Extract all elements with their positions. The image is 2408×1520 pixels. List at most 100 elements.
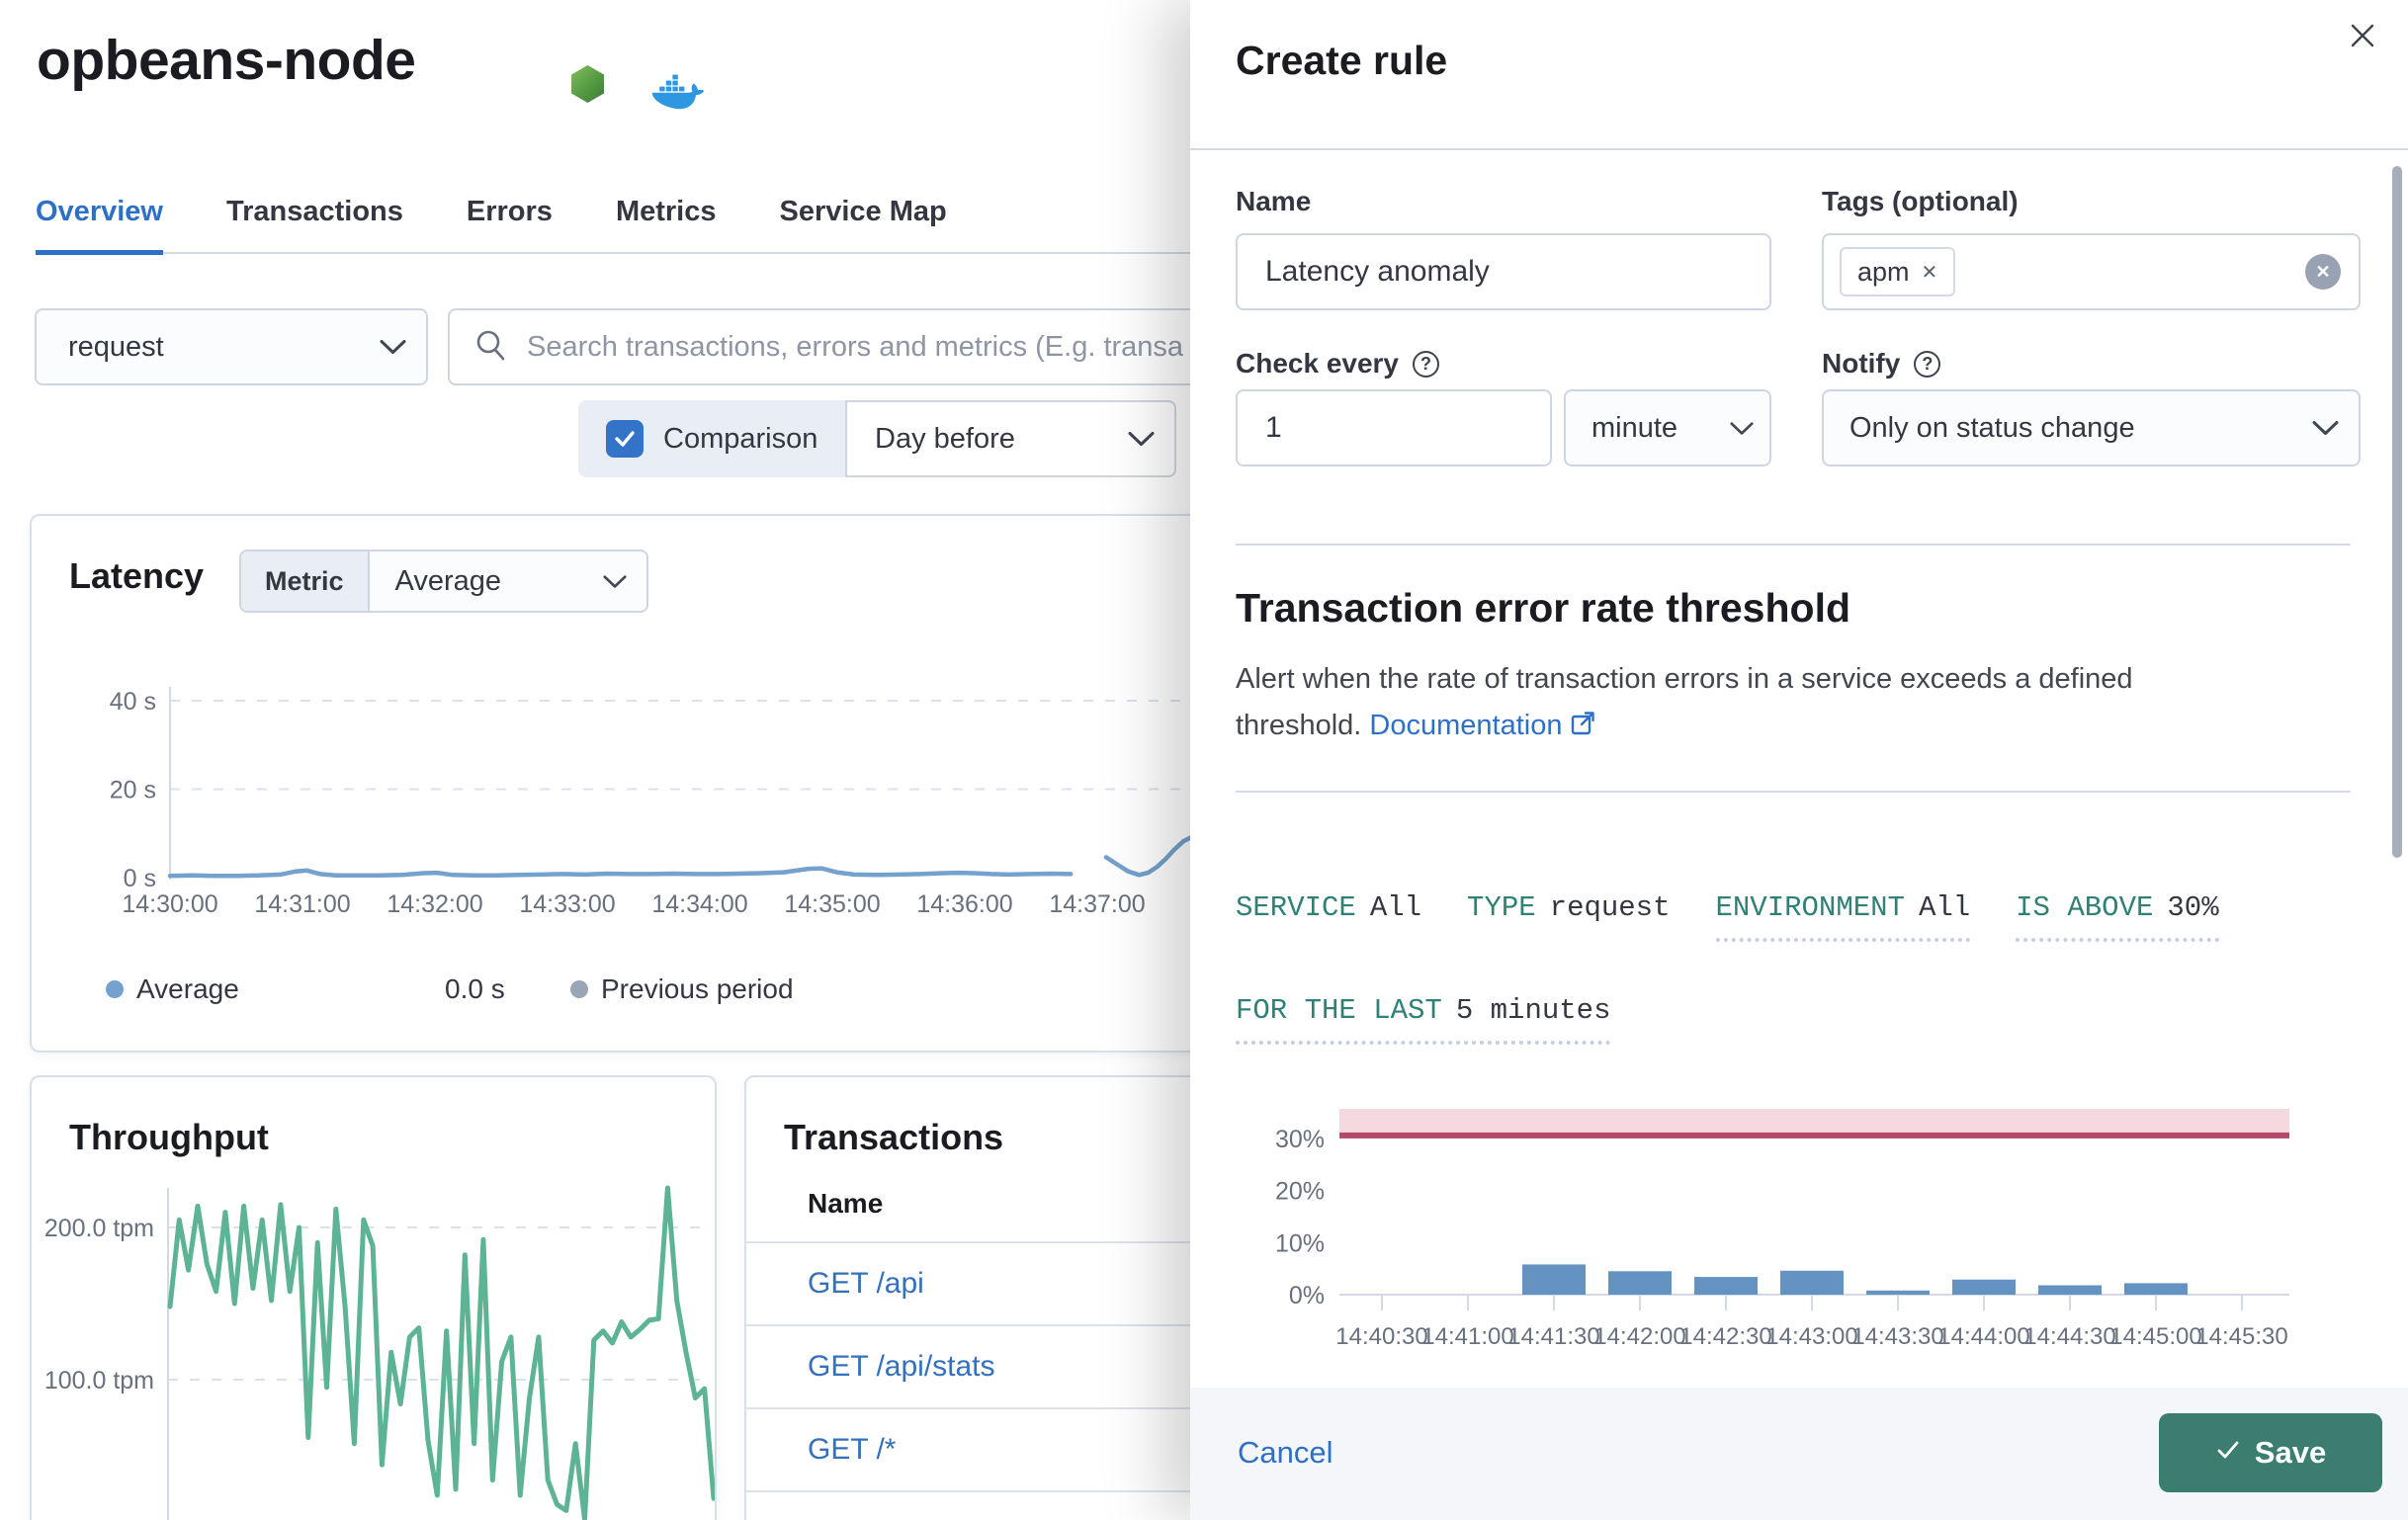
throughput-chart: 100.0 tpm 200.0 tpm [32,1148,715,1520]
svg-text:14:43:30: 14:43:30 [1851,1323,1943,1350]
latency-metric-value: Average [394,564,502,597]
error-rate-preview-chart: 0% 10% 20% 30% 14:40:30 14:41:00 14:41:30 14:42… [1216,1087,2372,1384]
tags-field-label: Tags (optional) [1822,186,2019,216]
svg-text:14:42:00: 14:42:00 [1593,1323,1685,1350]
create-rule-flyout: Create rule Name Tags (optional) apm ✕ ✕… [1190,0,2408,1520]
expression-is-above[interactable]: IS ABOVE 30% [2016,891,2219,942]
svg-text:14:30:00: 14:30:00 [122,890,217,918]
tab-metrics[interactable]: Metrics [615,196,717,227]
metric-prepend-label: Metric [241,551,370,611]
legend-dot-average [106,980,124,998]
tag-pill[interactable]: apm ✕ [1840,247,1956,296]
cancel-button[interactable]: Cancel [1238,1435,1333,1470]
close-icon[interactable] [2345,18,2380,53]
legend-dot-previous-period [570,980,588,998]
section-divider [1236,791,2351,793]
notify-select[interactable]: Only on status change [1822,389,2361,466]
check-every-label-text: Check every [1236,348,1400,379]
svg-text:14:37:00: 14:37:00 [1049,890,1145,918]
svg-text:14:45:00: 14:45:00 [2109,1323,2201,1350]
tab-errors[interactable]: Errors [466,196,553,227]
svg-text:14:43:00: 14:43:00 [1765,1323,1857,1350]
latency-metric-select[interactable]: Average [370,551,646,611]
transaction-type-select[interactable]: request [35,308,428,385]
flyout-scrollbar[interactable] [2392,166,2402,858]
rule-name-field[interactable] [1236,233,1771,310]
svg-text:14:44:00: 14:44:00 [1937,1323,2029,1350]
table-row: GET /api/stats [746,1324,1461,1407]
comparison-select[interactable]: Day before [845,400,1176,477]
svg-text:14:31:00: 14:31:00 [254,890,350,918]
expression-environment[interactable]: ENVIRONMENT All [1715,891,1971,942]
transactions-panel-title: Transactions [784,1117,1004,1157]
tab-overview[interactable]: Overview [36,196,163,255]
chevron-down-icon [602,565,627,598]
svg-text:14:36:00: 14:36:00 [916,890,1012,918]
legend-label-average[interactable]: Average [136,973,239,1004]
legend-label-previous-period[interactable]: Previous period [601,973,794,1004]
tag-remove-icon[interactable]: ✕ [1921,261,1938,284]
svg-text:14:44:30: 14:44:30 [2023,1323,2115,1350]
notify-label-text: Notify [1822,348,1901,379]
comparison-value: Day before [875,422,1015,455]
rule-name-input[interactable] [1265,255,1742,289]
help-icon[interactable]: ? [1914,350,1941,378]
tags-combobox[interactable]: apm ✕ ✕ [1822,233,2361,310]
flyout-footer: Cancel Save [1190,1388,2408,1520]
check-icon [2215,1435,2241,1471]
flyout-title: Create rule [1236,38,1448,83]
check-every-input[interactable] [1265,411,1522,445]
rule-type-description: Alert when the rate of transaction error… [1236,656,2244,751]
svg-text:14:42:30: 14:42:30 [1679,1323,1771,1350]
svg-text:30%: 30% [1275,1126,1325,1153]
svg-text:14:41:30: 14:41:30 [1507,1323,1599,1350]
comparison-checkbox-group[interactable]: Comparison [578,400,845,477]
notify-value: Only on status change [1849,411,2135,444]
page-title: opbeans-node [37,29,416,92]
transaction-link[interactable]: GET /api/products [808,1516,1046,1520]
search-icon [473,327,509,368]
tab-service-map[interactable]: Service Map [779,196,947,227]
svg-text:100.0 tpm: 100.0 tpm [44,1367,154,1394]
expression-label: ENVIRONMENT [1715,891,1905,924]
chevron-down-icon [2312,412,2339,445]
rule-expression-row: FOR THE LAST 5 minutes [1236,994,1611,1045]
transaction-type-value: request [68,330,164,363]
chevron-down-icon [1730,412,1754,445]
expression-label: SERVICE [1236,891,1356,924]
svg-text:14:35:00: 14:35:00 [784,890,880,918]
check-every-unit-value: minute [1591,411,1678,444]
notify-label: Notify ? [1822,348,1941,380]
tab-transactions[interactable]: Transactions [225,196,403,227]
rule-expression-row: SERVICE All TYPE request ENVIRONMENT All IS AB… [1236,891,2219,942]
transactions-name-column-header[interactable]: Name [808,1188,884,1219]
chevron-down-icon [1128,423,1155,456]
expression-for-the-last[interactable]: FOR THE LAST 5 minutes [1236,994,1611,1045]
throughput-panel: Throughput 100.0 tpm 200.0 tpm [30,1075,717,1520]
expression-value: request [1549,891,1671,924]
save-button[interactable]: Save [2159,1413,2382,1492]
latency-metric-control[interactable]: Metric Average [239,549,648,613]
transaction-link[interactable]: GET /* [808,1433,897,1466]
transaction-link[interactable]: GET /api [808,1267,924,1300]
transactions-list: GET /api GET /api/stats GET /* GET /api/pro… [746,1241,1461,1520]
section-divider [1236,544,2351,546]
comparison-checkbox[interactable] [606,420,644,458]
expression-value: All [1369,891,1422,924]
table-row: GET /api [746,1241,1461,1324]
comparison-label: Comparison [663,422,818,455]
tags-clear-icon[interactable]: ✕ [2305,254,2341,290]
check-every-field[interactable] [1236,389,1552,466]
expression-service: SERVICE All [1236,891,1421,942]
svg-text:14:41:00: 14:41:00 [1421,1323,1513,1350]
svg-text:14:40:30: 14:40:30 [1335,1323,1427,1350]
service-tabs: Overview Transactions Errors Metrics Ser… [36,196,1190,255]
transaction-link[interactable]: GET /api/stats [808,1350,995,1383]
help-icon[interactable]: ? [1413,350,1440,378]
flyout-header-divider [1190,148,2408,150]
documentation-link[interactable]: Documentation [1369,710,1563,741]
table-row: GET /* [746,1407,1461,1490]
check-every-unit-select[interactable]: minute [1564,389,1771,466]
expression-type: TYPE request [1467,891,1670,942]
